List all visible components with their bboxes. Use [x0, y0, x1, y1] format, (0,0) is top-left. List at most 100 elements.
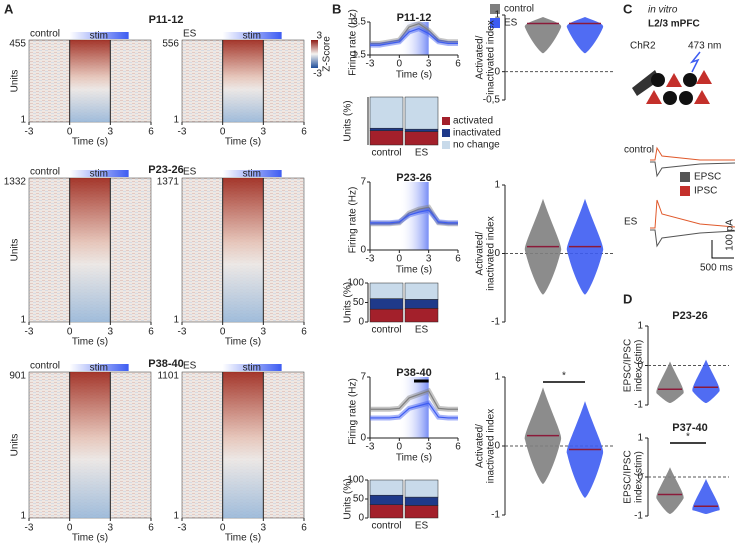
x-tick-label: 3 — [426, 59, 432, 70]
stim-bar — [222, 364, 282, 371]
y-tick-label: -1 — [491, 317, 500, 328]
y-axis-label: Firing rate (Hz) — [348, 187, 359, 254]
panel-label: D — [623, 291, 632, 306]
y-tick-label: 0 — [360, 245, 366, 256]
units-top: 556 — [162, 39, 179, 50]
units-top: 1332 — [4, 177, 27, 188]
y-tick-label: -1 — [634, 400, 643, 411]
y-tick-label: -1 — [491, 510, 500, 521]
circuit-label: 473 nm — [688, 41, 721, 52]
y-axis-label: EPSC/IPSC — [623, 450, 634, 503]
y-tick-label: 0 — [358, 317, 364, 328]
x-tick-label: -3 — [25, 327, 34, 338]
x-tick-label: 6 — [455, 59, 461, 70]
x-tick-label: 3 — [426, 442, 432, 453]
y-axis-label: inactivated index — [486, 20, 497, 95]
y-tick-label: 0 — [494, 66, 500, 77]
condition-label: ES — [183, 361, 197, 372]
x-tick-label: 6 — [455, 442, 461, 453]
y-tick-label: 0 — [358, 513, 364, 524]
colorbar — [311, 40, 318, 68]
heatmap-stim-region — [69, 372, 111, 518]
panel-label: C — [623, 1, 633, 16]
colorbar-label: Z-Score — [322, 36, 333, 72]
y-axis-label: index (stim) — [634, 451, 645, 503]
stacked-bar — [404, 299, 439, 309]
x-axis-label: Time (s) — [225, 533, 261, 544]
chart-title: P37-40 — [672, 422, 707, 434]
stacked-bar — [369, 282, 404, 299]
units-top: 901 — [9, 371, 26, 382]
units-top: 1101 — [157, 371, 179, 382]
y-axis-label: Activated/ — [475, 424, 486, 468]
heatmap-title: P11-12 — [149, 14, 184, 26]
stacked-bar — [369, 494, 404, 505]
x-tick-label: 3 — [261, 327, 267, 338]
y-tick-label: 1 — [494, 180, 500, 191]
stim-label: stim — [90, 363, 108, 374]
y-tick-label: 50 — [353, 297, 365, 308]
legend-swatch — [680, 172, 690, 182]
circuit-label: control — [624, 145, 654, 156]
legend-swatch — [442, 129, 450, 137]
colorbar-max: 3 — [316, 31, 322, 42]
significance: * — [562, 371, 566, 382]
y-tick-label: -0,5 — [483, 95, 501, 106]
y-axis-label: Units — [10, 70, 21, 93]
x-tick-label: 3 — [426, 254, 432, 265]
y-tick-label: 0 — [637, 472, 643, 483]
violin — [524, 17, 562, 54]
x-tick-label: 0 — [397, 254, 403, 265]
scale-y: 100 pA — [725, 219, 736, 251]
firing-line — [370, 22, 458, 45]
x-tick-label: 6 — [455, 254, 461, 265]
heatmap-stim-region — [222, 178, 264, 322]
violin — [656, 361, 684, 403]
x-axis-label: Time (s) — [72, 533, 108, 544]
units-bottom: 1 — [173, 115, 179, 126]
x-tick-label: 0 — [220, 127, 226, 138]
x-axis-label: Time (s) — [72, 137, 108, 148]
circuit-label: ChR2 — [630, 41, 656, 52]
x-axis-label: Time (s) — [225, 137, 261, 148]
units-top: 1371 — [157, 177, 180, 188]
legend-label: EPSC — [694, 172, 721, 183]
stacked-bar — [404, 308, 439, 323]
x-tick-label: 0 — [67, 127, 73, 138]
y-axis-label: Units (%) — [343, 100, 354, 141]
condition-label: ES — [183, 29, 197, 40]
legend-swatch — [490, 18, 500, 28]
firing-line — [370, 402, 458, 419]
x-tick-label: control — [371, 148, 401, 159]
stim-bar — [222, 32, 282, 39]
x-tick-label: control — [371, 521, 401, 532]
x-tick-label: -3 — [366, 59, 375, 70]
x-tick-label: 0 — [397, 442, 403, 453]
y-tick-label: 1 — [494, 372, 500, 383]
y-tick-label: 1.5 — [352, 50, 366, 61]
legend-swatch — [442, 117, 450, 125]
x-tick-label: 6 — [148, 127, 154, 138]
x-axis-label: Time (s) — [72, 337, 108, 348]
y-tick-label: 50 — [353, 494, 365, 505]
y-tick-label: 7 — [360, 177, 366, 188]
units-bottom: 1 — [20, 115, 26, 126]
chart-title: P11-12 — [397, 12, 432, 24]
y-axis-label: Activated/ — [475, 35, 486, 79]
circuit-label: 500 ms — [700, 263, 733, 274]
y-axis-label: EPSC/IPSC — [623, 339, 634, 392]
heatmap-stim-region — [222, 40, 264, 122]
stacked-bar — [404, 282, 439, 300]
legend-swatch — [490, 4, 500, 14]
stacked-bar — [369, 479, 404, 496]
y-tick-label: 1 — [637, 433, 643, 444]
units-bottom: 1 — [20, 511, 26, 522]
stacked-bar — [369, 127, 404, 131]
panel-label: A — [4, 1, 14, 16]
stacked-bar — [404, 128, 439, 132]
x-tick-label: 6 — [148, 327, 154, 338]
patch-traces — [650, 146, 736, 259]
x-tick-label: ES — [415, 148, 429, 159]
x-tick-label: 6 — [301, 127, 307, 138]
